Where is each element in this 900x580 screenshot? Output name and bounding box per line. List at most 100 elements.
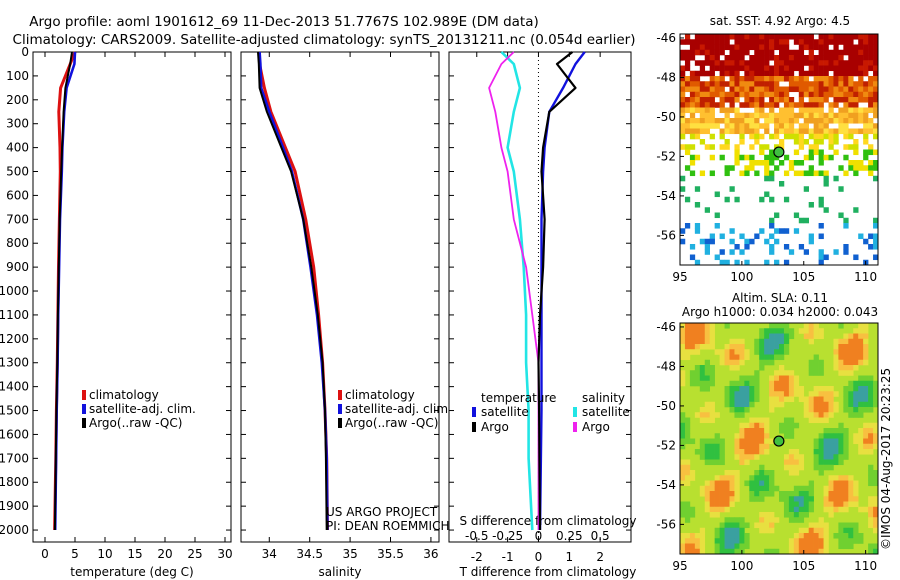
map-cell [769,112,775,119]
map-cell [823,86,829,93]
map-cell [734,65,740,72]
s-tick-label: -0.5 [465,529,488,543]
map-cell [838,480,844,487]
x-tick-label: 36 [423,547,438,561]
map-cell [853,144,859,150]
map-cell [704,333,710,340]
map-cell [863,433,869,439]
map-cell [680,464,686,471]
map-cell [689,438,696,445]
map-cell [783,107,790,114]
map-cell [709,375,715,382]
map-cell [734,34,740,40]
map-cell [719,359,725,366]
map-cell [724,165,730,171]
map-cell [680,144,686,150]
map-cell [858,97,864,103]
map-cell [709,401,715,408]
map-cell [709,133,715,140]
map-cell [863,81,869,87]
map-cell [680,49,686,56]
map-cell [749,380,755,387]
map-cell [764,70,770,77]
map-cell [709,76,715,82]
map-cell [853,349,859,355]
map-cell [709,438,715,445]
map-cell [858,412,864,418]
map-cell [818,464,824,471]
map-cell [704,365,710,371]
map-cell [843,349,849,355]
map-cell [779,76,785,82]
map-cell [788,128,795,135]
map-cell [754,233,760,240]
map-cell [699,417,706,424]
map-cell [739,233,745,240]
map-x-tick-label: 110 [854,559,877,573]
map-cell [744,422,750,429]
y-tick-label: 100 [6,69,29,83]
map-cell [689,244,696,250]
map-cell [798,464,805,471]
map-cell [739,118,745,124]
map-cell [808,86,814,93]
map-cell [823,91,829,98]
map-cell [759,417,765,424]
map-cell [739,44,745,51]
map-cell [808,165,814,171]
map-cell [863,154,869,161]
map-cell [689,333,696,340]
x-axis-label: T difference from climatology [459,565,637,579]
map-cell [779,39,785,45]
map-cell [734,470,740,476]
map-cell [704,86,710,93]
map-cell [699,548,706,555]
map-cell [863,375,869,382]
map-cell [729,380,735,387]
map-cell [803,512,809,518]
map-cell [813,359,819,366]
map-cell [848,165,854,171]
map-cell [759,196,765,203]
map-cell [744,538,750,544]
map-cell [783,133,790,140]
map-cell [868,438,874,445]
map-cell [734,354,740,361]
map-cell [828,112,834,119]
map-y-tick-label: -46 [656,31,676,45]
map-cell [749,133,755,140]
map-cell [803,217,809,224]
map-cell [868,543,874,550]
map-cell [783,154,790,161]
map-cell [729,86,735,93]
map-cell [798,81,805,87]
map-cell [769,107,775,114]
map-cell [759,349,765,355]
map-cell [838,123,844,129]
map-cell [853,112,859,119]
map-cell [843,223,849,229]
map-cell [833,501,839,508]
map-cell [680,102,686,108]
map-cell [749,86,755,93]
map-cell [694,118,701,124]
s-tick-label: -0.25 [492,529,523,543]
map-cell [769,328,775,334]
map-cell [729,34,735,40]
map-cell [823,428,829,434]
map-cell [724,81,730,87]
map-cell [813,107,819,114]
map-cell [853,102,859,108]
map-cell [783,338,790,345]
sla-title2: Argo h1000: 0.034 h2000: 0.043 [682,305,878,319]
map-cell [774,380,780,387]
map-cell [759,123,765,129]
map-cell [714,548,720,555]
map-cell [863,44,869,51]
map-cell [873,223,879,229]
map-cell [838,433,844,439]
map-cell [714,55,720,61]
map-cell [818,123,824,129]
map-cell [803,91,809,98]
map-cell [808,118,814,124]
